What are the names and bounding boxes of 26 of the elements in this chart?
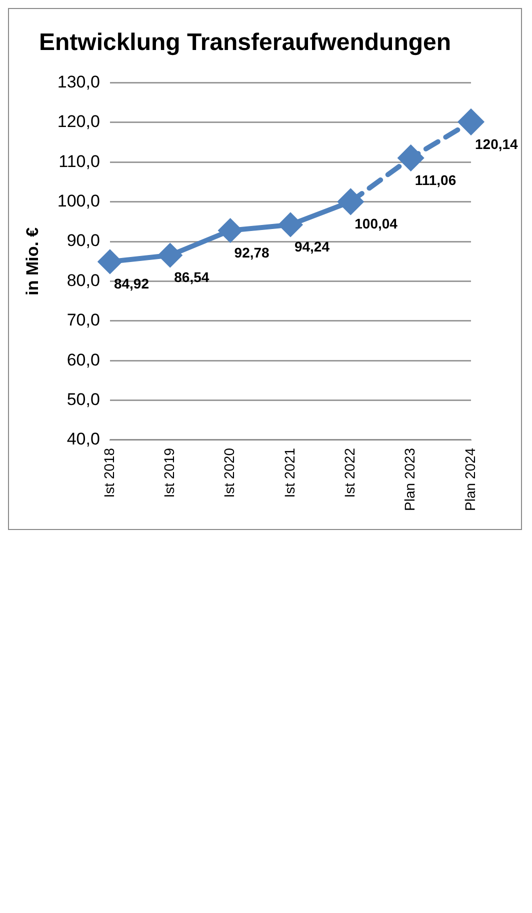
x-tick-label: Plan 2024 <box>462 448 478 512</box>
y-tick-label: 80,0 <box>66 270 100 290</box>
y-axis-title: in Mio. € <box>22 226 42 296</box>
data-label: 92,78 <box>234 244 270 260</box>
y-tick-label: 120,0 <box>57 112 100 132</box>
data-label: 100,04 <box>354 216 398 232</box>
y-tick-label: 100,0 <box>57 192 100 211</box>
x-tick-label: Ist 2018 <box>100 448 117 498</box>
data-label: 111,06 <box>414 172 456 188</box>
x-tick-label: Ist 2022 <box>342 448 358 498</box>
x-tick-label: Ist 2020 <box>221 448 238 498</box>
y-tick-label: 70,0 <box>66 310 100 330</box>
data-label: 120,14 <box>475 136 518 152</box>
x-tick-label: Ist 2021 <box>281 448 298 498</box>
x-tick-label: Ist 2019 <box>160 448 177 498</box>
y-tick-label: 110,0 <box>58 152 100 171</box>
x-tick-label: Plan 2023 <box>402 448 418 512</box>
data-label: 86,54 <box>174 269 210 286</box>
data-label: 94,24 <box>294 238 330 255</box>
y-tick-label: 60,0 <box>66 350 100 370</box>
y-tick-label: 130,0 <box>57 72 100 92</box>
y-tick-label: 40,0 <box>66 430 100 449</box>
chart-title: Entwicklung Transferaufwendungen <box>38 29 452 56</box>
y-tick-label: 90,0 <box>66 231 100 250</box>
data-label: 84,92 <box>114 276 150 292</box>
y-tick-label: 50,0 <box>66 390 100 409</box>
